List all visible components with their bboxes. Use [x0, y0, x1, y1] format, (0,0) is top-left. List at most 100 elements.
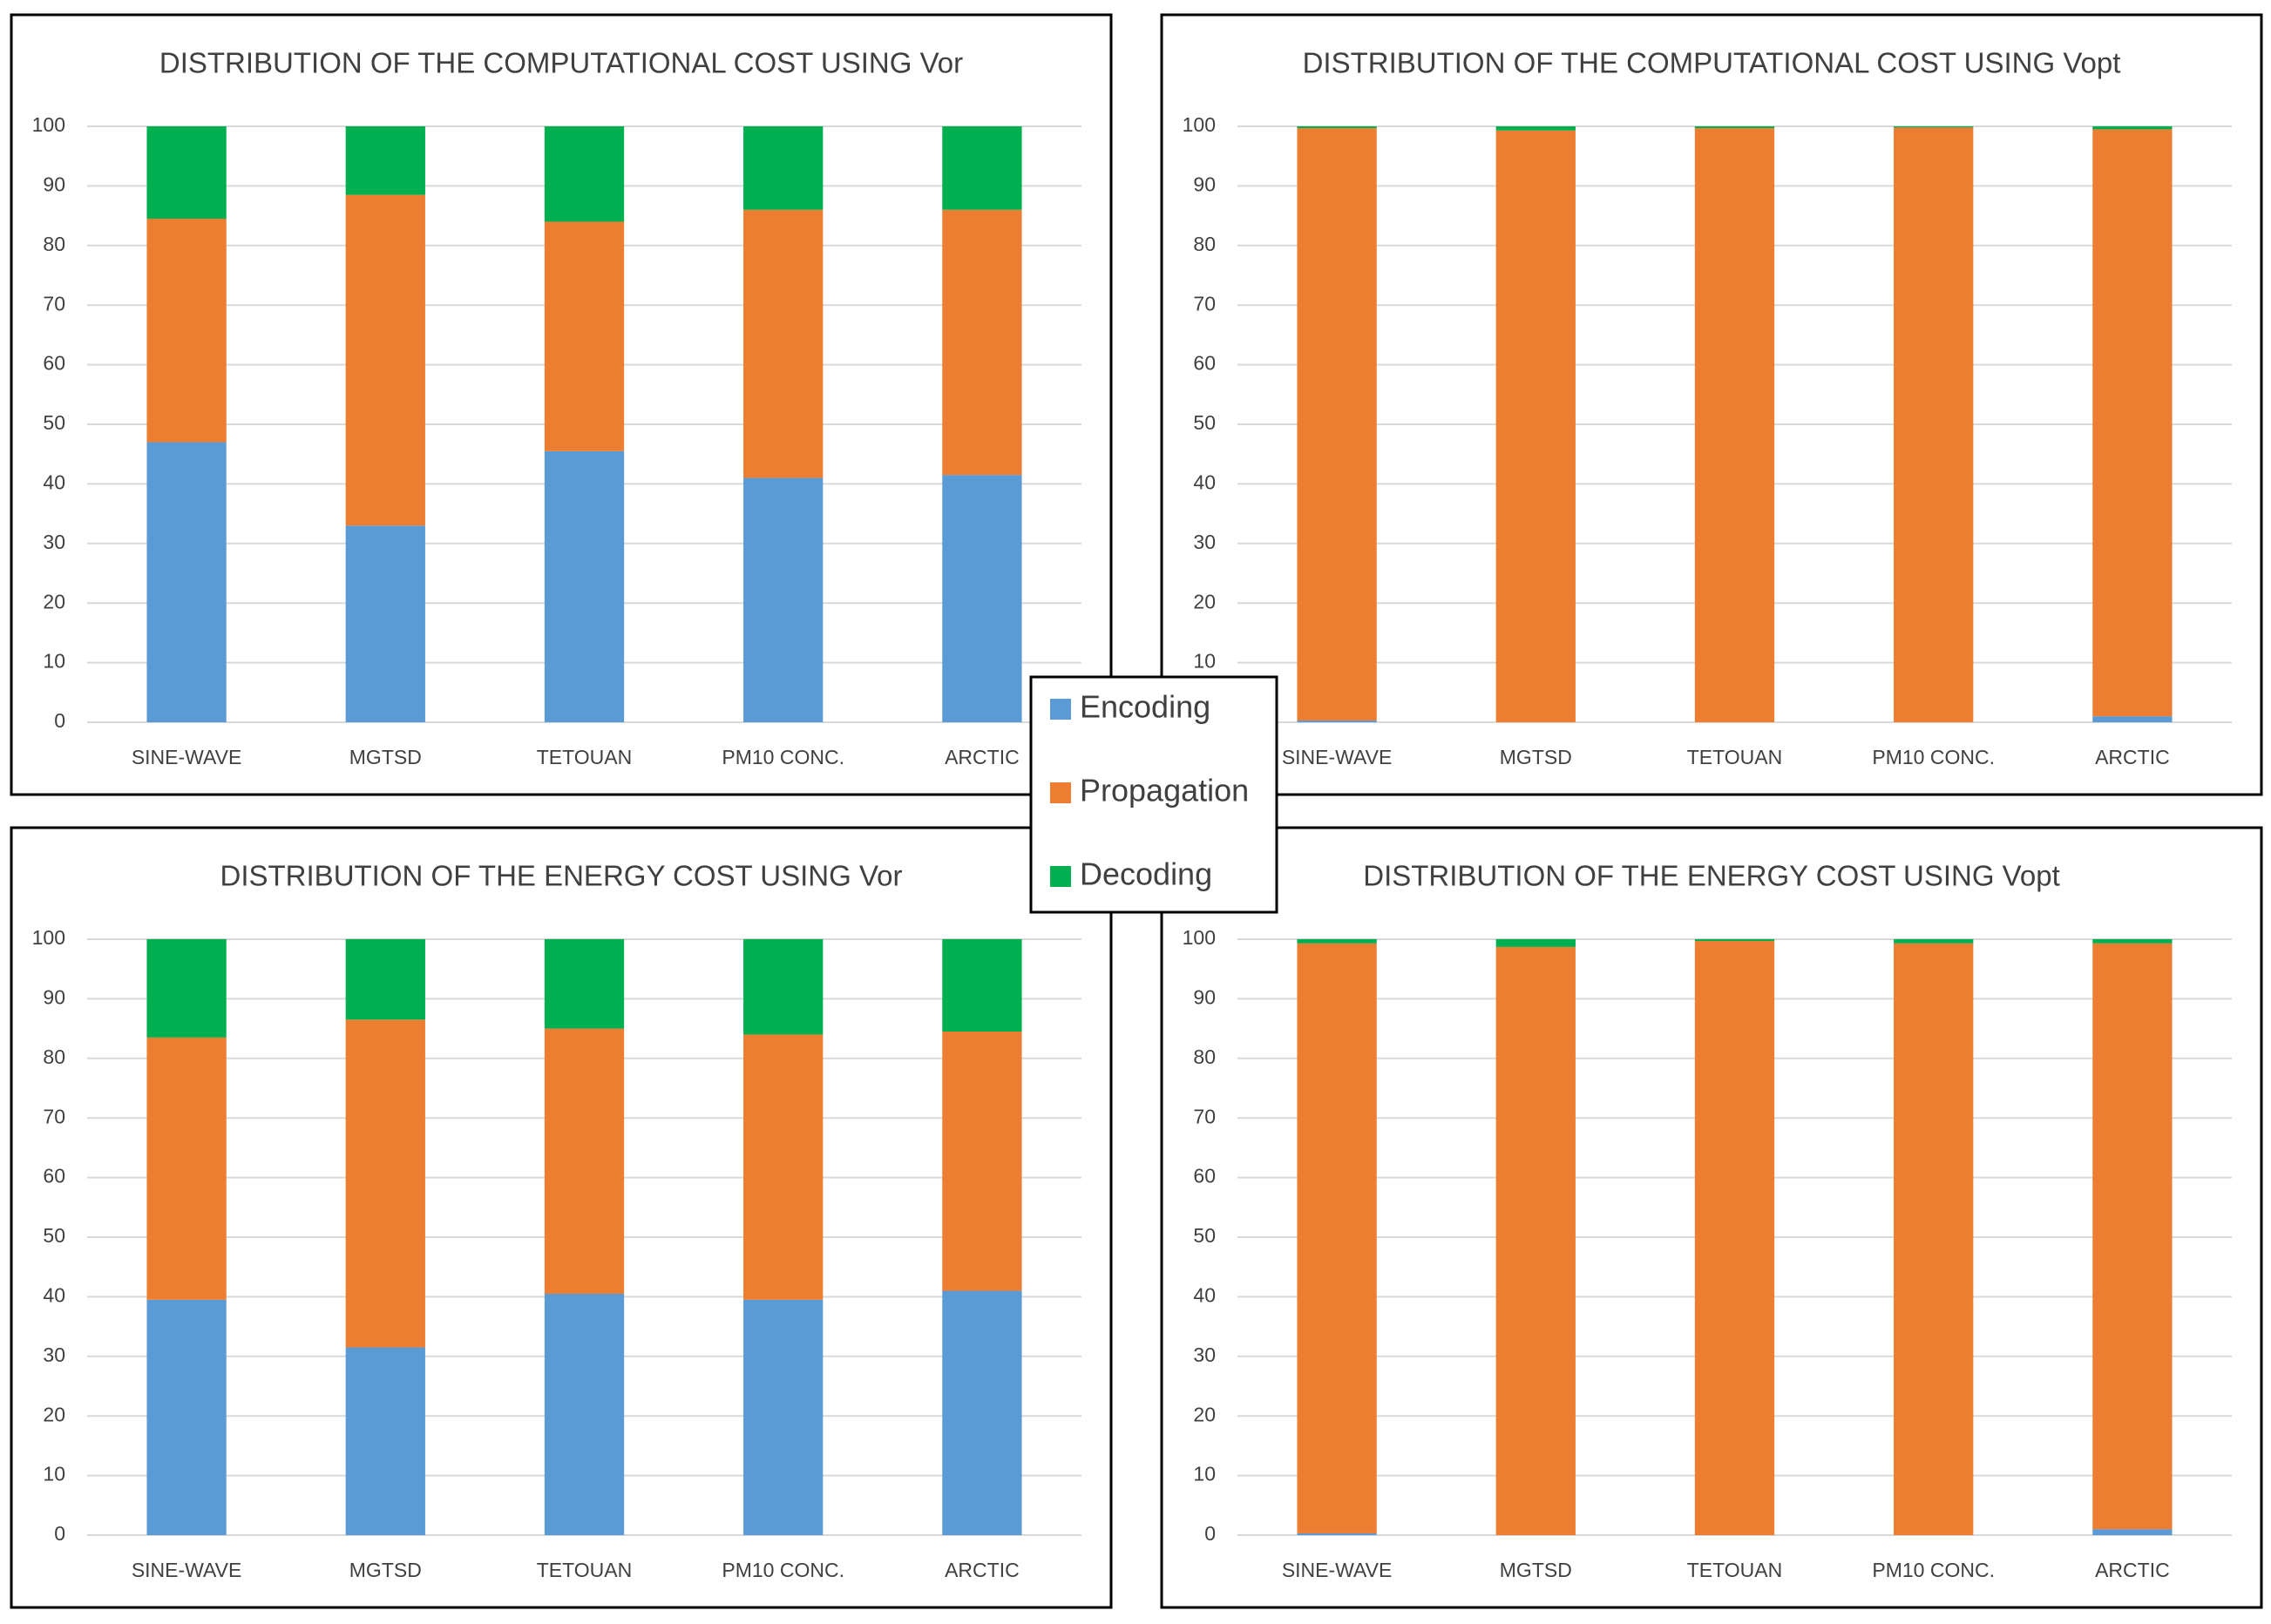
bar-segment	[743, 477, 824, 722]
y-tick-label: 0	[1204, 1522, 1216, 1545]
x-tick-label: MGTSD	[349, 1559, 422, 1581]
bar-segment	[146, 442, 227, 722]
chart-panel: DISTRIBUTION OF THE COMPUTATIONAL COST U…	[10, 13, 1113, 796]
x-tick-label: PM10 CONC.	[1872, 746, 1995, 768]
bar-segment	[743, 1299, 824, 1535]
y-tick-label: 20	[1193, 1403, 1216, 1425]
y-tick-label: 30	[1193, 1343, 1216, 1366]
y-tick-label: 30	[1193, 531, 1216, 553]
bar-segment	[1495, 946, 1576, 1535]
bar-segment	[1297, 939, 1377, 944]
bar-segment	[2092, 943, 2173, 1530]
x-tick-label: ARCTIC	[945, 746, 1020, 768]
bar-segment	[2092, 1529, 2173, 1535]
x-tick-label: SINE-WAVE	[132, 1559, 242, 1581]
bar-segment	[544, 1293, 625, 1535]
bar-segment	[743, 126, 824, 210]
bar-segment	[1694, 128, 1775, 722]
bar-segment	[743, 939, 824, 1035]
y-tick-label: 40	[1193, 470, 1216, 493]
y-tick-label: 80	[43, 1045, 65, 1068]
x-tick-label: SINE-WAVE	[1282, 1559, 1393, 1581]
bar-segment	[146, 1037, 227, 1300]
bar-segment	[345, 1347, 425, 1535]
bar-segment	[1894, 943, 1974, 1535]
y-tick-label: 10	[1193, 650, 1216, 673]
chart-title: DISTRIBUTION OF THE COMPUTATIONAL COST U…	[1303, 47, 2121, 79]
y-tick-label: 70	[43, 292, 65, 315]
y-tick-label: 40	[43, 1283, 65, 1306]
bar-segment	[942, 475, 1022, 722]
bar-segment	[544, 450, 625, 722]
bar-segment	[146, 126, 227, 220]
x-tick-label: TETOUAN	[537, 1559, 632, 1581]
y-tick-label: 80	[1193, 233, 1216, 255]
bar-segment	[1495, 126, 1576, 131]
bar-segment	[2092, 126, 2173, 130]
x-tick-label: MGTSD	[349, 746, 422, 768]
y-tick-label: 70	[43, 1105, 65, 1127]
legend-label: Decoding	[1080, 856, 1212, 892]
x-tick-label: ARCTIC	[2095, 1559, 2170, 1581]
bar-segment	[942, 209, 1022, 476]
bar-segment	[2092, 716, 2173, 722]
bar-segment	[1894, 127, 1974, 723]
bar-segment	[544, 126, 625, 222]
y-tick-label: 50	[1193, 1224, 1216, 1247]
bar-segment	[2092, 129, 2173, 717]
y-tick-label: 50	[1193, 411, 1216, 434]
bar-segment	[942, 1290, 1022, 1535]
y-tick-label: 60	[43, 1165, 65, 1188]
y-tick-label: 50	[43, 1224, 65, 1247]
bar-segment	[1894, 939, 1974, 944]
y-tick-label: 10	[43, 650, 65, 673]
bar-segment	[1495, 130, 1576, 723]
legend-label: Propagation	[1080, 773, 1249, 809]
x-tick-label: PM10 CONC.	[722, 746, 844, 768]
y-tick-label: 40	[43, 470, 65, 493]
y-tick-label: 50	[43, 411, 65, 434]
bar-segment	[345, 1019, 425, 1348]
legend-swatch	[1050, 866, 1071, 887]
chart-title: DISTRIBUTION OF THE COMPUTATIONAL COST U…	[159, 47, 963, 79]
chart-title: DISTRIBUTION OF THE ENERGY COST USING Vo…	[1363, 860, 2060, 892]
bar-segment	[1694, 126, 1775, 129]
chart-panel: DISTRIBUTION OF THE COMPUTATIONAL COST U…	[1160, 13, 2263, 796]
bar-segment	[146, 219, 227, 443]
y-tick-label: 70	[1193, 1105, 1216, 1127]
bar-segment	[345, 525, 425, 722]
x-tick-label: SINE-WAVE	[132, 746, 242, 768]
legend-swatch	[1050, 782, 1071, 803]
bar-segment	[942, 939, 1022, 1032]
chart-panel: DISTRIBUTION OF THE ENERGY COST USING Vo…	[10, 826, 1113, 1609]
y-tick-label: 90	[1193, 985, 1216, 1008]
legend-swatch	[1050, 699, 1071, 720]
x-tick-label: TETOUAN	[537, 746, 632, 768]
bar-segment	[146, 1299, 227, 1535]
x-tick-label: ARCTIC	[945, 1559, 1020, 1581]
bar-segment	[1297, 128, 1377, 721]
x-tick-label: SINE-WAVE	[1282, 746, 1393, 768]
y-tick-label: 30	[43, 1343, 65, 1366]
y-tick-label: 90	[43, 173, 65, 195]
y-tick-label: 80	[1193, 1045, 1216, 1068]
y-tick-label: 90	[1193, 173, 1216, 195]
y-tick-label: 10	[1193, 1463, 1216, 1485]
y-tick-label: 60	[1193, 352, 1216, 375]
y-tick-label: 20	[1193, 590, 1216, 612]
y-tick-label: 40	[1193, 1283, 1216, 1306]
bar-segment	[544, 939, 625, 1029]
y-tick-label: 60	[1193, 1165, 1216, 1188]
x-tick-label: TETOUAN	[1687, 746, 1782, 768]
chart-panel: DISTRIBUTION OF THE ENERGY COST USING Vo…	[1160, 826, 2263, 1609]
bar-segment	[1297, 943, 1377, 1533]
legend-label: Encoding	[1080, 689, 1210, 725]
y-tick-label: 10	[43, 1463, 65, 1485]
bar-segment	[1694, 939, 1775, 942]
y-tick-label: 100	[32, 926, 65, 949]
y-tick-label: 30	[43, 531, 65, 553]
bar-segment	[743, 1034, 824, 1300]
bar-segment	[743, 209, 824, 478]
x-tick-label: PM10 CONC.	[722, 1559, 844, 1581]
